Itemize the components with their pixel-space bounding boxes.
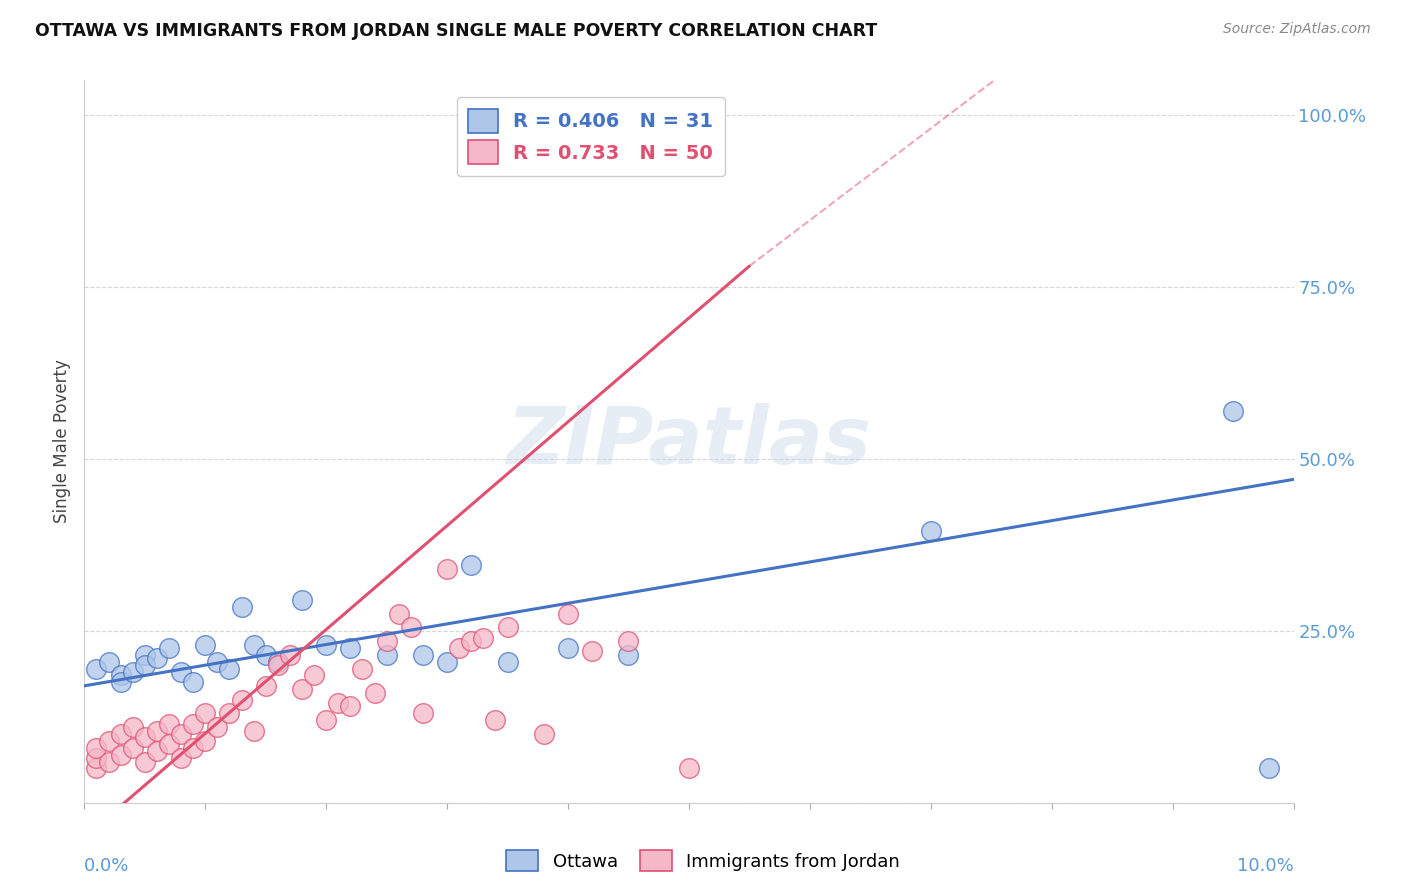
Point [1258,761,1281,775]
Point [157,640,180,655]
Point [412,648,434,662]
Point [121,720,143,734]
Point [617,648,640,662]
Text: 0.0%: 0.0% [84,857,129,875]
Point [110,747,132,762]
Point [194,734,217,748]
Point [97,655,120,669]
Point [496,620,519,634]
Point [920,524,942,538]
Point [146,723,169,738]
Point [449,640,471,655]
Text: OTTAWA VS IMMIGRANTS FROM JORDAN SINGLE MALE POVERTY CORRELATION CHART: OTTAWA VS IMMIGRANTS FROM JORDAN SINGLE … [35,22,877,40]
Point [617,634,640,648]
Point [399,620,422,634]
Point [291,682,314,697]
Point [472,631,495,645]
Point [110,668,132,682]
Point [231,692,253,706]
Point [254,679,277,693]
Legend: R = 0.406   N = 31, R = 0.733   N = 50: R = 0.406 N = 31, R = 0.733 N = 50 [457,97,725,176]
Text: ZIPatlas: ZIPatlas [506,402,872,481]
Point [157,737,180,751]
Legend: Ottawa, Immigrants from Jordan: Ottawa, Immigrants from Jordan [499,843,907,879]
Point [170,751,193,765]
Point [267,655,290,669]
Point [181,675,204,690]
Point [339,699,361,714]
Point [218,706,240,721]
Point [134,648,156,662]
Point [242,723,264,738]
Point [375,648,398,662]
Point [181,740,204,755]
Point [170,665,193,679]
Point [181,716,204,731]
Point [581,644,603,658]
Point [121,740,143,755]
Point [86,662,108,676]
Point [146,651,169,665]
Point [339,640,361,655]
Point [315,713,337,727]
Point [207,720,229,734]
Point [375,634,398,648]
Text: Source: ZipAtlas.com: Source: ZipAtlas.com [1223,22,1371,37]
Point [194,638,217,652]
Point [1222,403,1244,417]
Point [460,558,482,573]
Point [231,599,253,614]
Point [121,665,143,679]
Point [315,638,337,652]
Point [97,755,120,769]
Point [207,655,229,669]
Point [254,648,277,662]
Point [328,696,350,710]
Point [110,727,132,741]
Point [242,638,264,652]
Point [412,706,434,721]
Point [110,675,132,690]
Point [388,607,411,621]
Point [146,744,169,758]
Point [134,658,156,673]
Point [678,761,700,775]
Point [352,662,374,676]
Point [533,727,555,741]
Point [86,740,108,755]
Point [291,592,314,607]
Point [302,668,325,682]
Point [460,634,482,648]
Point [134,731,156,745]
Point [557,607,579,621]
Point [170,727,193,741]
Point [436,562,458,576]
Point [134,755,156,769]
Point [86,751,108,765]
Point [484,713,506,727]
Point [86,761,108,775]
Y-axis label: Single Male Poverty: Single Male Poverty [53,359,72,524]
Point [278,648,301,662]
Point [557,640,579,655]
Point [157,716,180,731]
Point [496,655,519,669]
Text: 10.0%: 10.0% [1237,857,1294,875]
Point [97,734,120,748]
Point [267,658,290,673]
Point [194,706,217,721]
Point [363,686,385,700]
Point [218,662,240,676]
Point [436,655,458,669]
